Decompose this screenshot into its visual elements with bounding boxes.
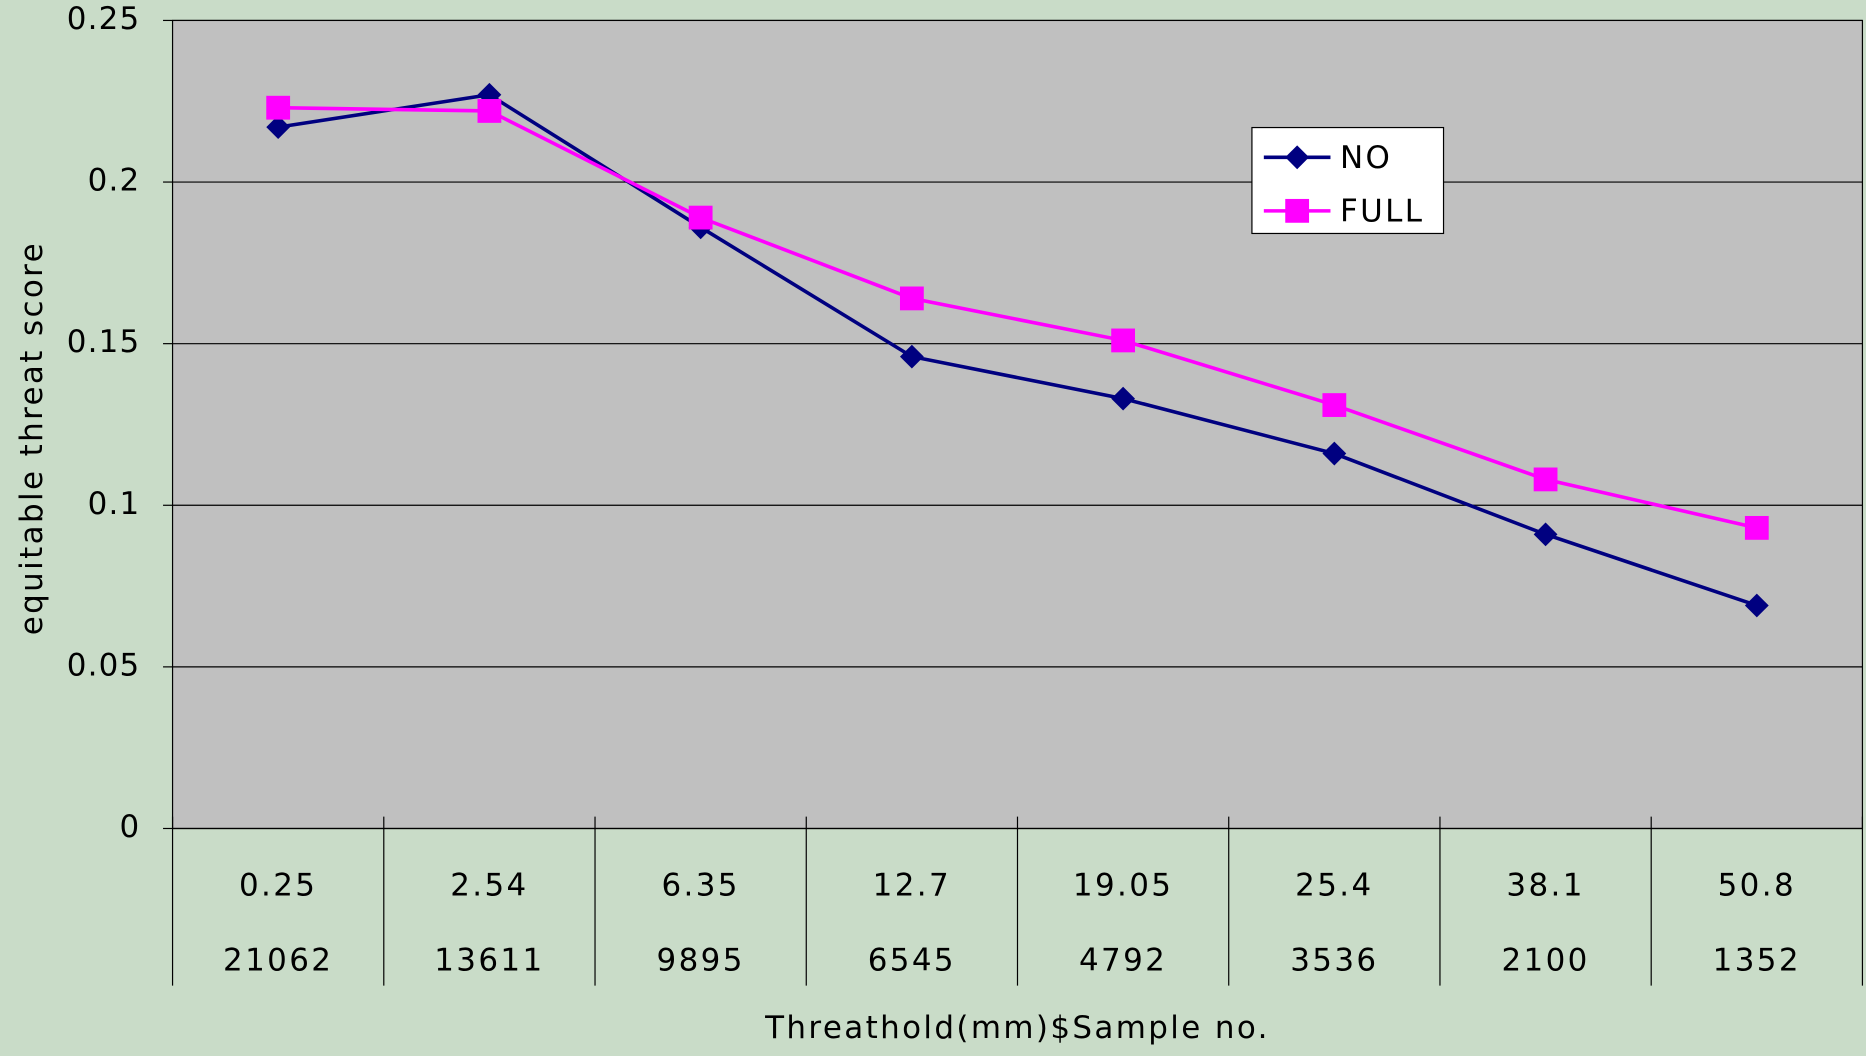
y-axis-title: equitable threat score xyxy=(14,241,50,635)
x-tick-label: 19.05 xyxy=(1073,867,1173,903)
y-tick-label: 0 xyxy=(120,809,141,845)
point xyxy=(1322,441,1347,466)
point xyxy=(266,95,291,120)
x-axis-title: Threathold(mm)$Sample no. xyxy=(764,1010,1270,1046)
x-tick-label: 12.7 xyxy=(873,867,951,903)
point xyxy=(1533,467,1558,492)
x-sample-label: 4792 xyxy=(1079,942,1167,978)
legend: NO FULL xyxy=(1251,126,1445,235)
x-sample-label: 21062 xyxy=(223,942,333,978)
x-sample-label: 9895 xyxy=(657,942,745,978)
legend-label: NO xyxy=(1340,140,1392,176)
legend-label: FULL xyxy=(1340,194,1424,230)
y-tick-label: 0.15 xyxy=(67,324,141,360)
legend-marker xyxy=(1285,198,1310,223)
y-tick-label: 0.1 xyxy=(88,486,141,522)
plot-area xyxy=(171,19,1864,830)
x-tick-label: 25.4 xyxy=(1295,867,1373,903)
legend-box xyxy=(1251,126,1445,235)
y-tick-label: 0.25 xyxy=(67,1,141,37)
point xyxy=(899,286,924,311)
y-tick-label: 0.2 xyxy=(88,163,141,199)
x-tick-label: 38.1 xyxy=(1506,867,1584,903)
point xyxy=(1744,515,1769,540)
x-sample-label: 2100 xyxy=(1501,942,1589,978)
point xyxy=(1322,393,1347,417)
x-sample-label: 3536 xyxy=(1290,942,1378,978)
x-sample-label: 6545 xyxy=(868,942,956,978)
y-tick-label: 0.05 xyxy=(67,647,141,683)
x-tick-label: 0.25 xyxy=(239,867,317,903)
point xyxy=(477,99,502,123)
point xyxy=(1111,386,1136,411)
x-tick-label: 50.8 xyxy=(1718,867,1796,903)
point xyxy=(899,344,924,369)
x-tick-label: 2.54 xyxy=(450,867,528,903)
x-sample-label: 13611 xyxy=(434,942,544,978)
point xyxy=(1111,328,1136,353)
x-sample-label: 1352 xyxy=(1713,942,1801,978)
series-line xyxy=(277,92,1758,608)
point xyxy=(266,115,291,140)
point xyxy=(688,205,713,230)
x-tick-label: 6.35 xyxy=(661,867,739,903)
series-line xyxy=(278,105,1758,530)
